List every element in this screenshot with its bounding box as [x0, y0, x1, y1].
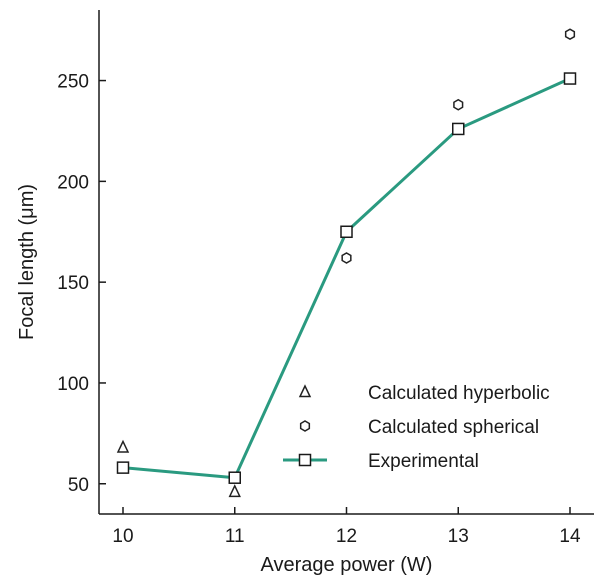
y-axis-title: Focal length (μm) — [16, 184, 38, 340]
x-tick-label: 13 — [448, 526, 469, 547]
y-tick-label: 250 — [57, 72, 89, 93]
data-point-triangle — [116, 439, 130, 453]
y-tick-label: 100 — [57, 374, 89, 395]
x-tick-label: 11 — [225, 526, 245, 547]
y-tick-label: 50 — [68, 475, 89, 496]
x-tick-label: 14 — [559, 526, 581, 547]
data-point-square — [340, 225, 353, 239]
legend-marker-square — [298, 453, 312, 467]
legend-item: Calculated hyperbolic — [298, 383, 550, 404]
x-tick-label: 10 — [112, 526, 133, 547]
legend-label: Calculated spherical — [368, 417, 539, 438]
legend-marker-triangle — [298, 384, 312, 398]
series-calculated-hyperbolic — [116, 439, 241, 498]
y-tick-label: 150 — [57, 273, 89, 294]
data-point-hexagon — [453, 98, 464, 111]
series-layer — [116, 28, 577, 498]
data-point-square — [452, 122, 465, 136]
data-point-hexagon — [341, 252, 352, 264]
data-point-square — [116, 461, 130, 474]
y-tick-label: 200 — [57, 172, 89, 193]
legend-label: Experimental — [368, 451, 479, 472]
legend-item: Calculated spherical — [299, 417, 539, 438]
series-experimental — [116, 72, 577, 484]
legend-marker-hexagon — [299, 420, 311, 432]
data-point-hexagon — [564, 28, 576, 41]
data-point-square — [563, 72, 577, 85]
data-point-square — [228, 471, 241, 484]
legend: Calculated hyperbolic Calculated spherica… — [283, 383, 550, 472]
series-calculated-spherical — [341, 28, 576, 264]
legend-item: Experimental — [283, 451, 479, 472]
data-point-triangle — [228, 484, 241, 498]
ticks: 10 11 12 13 14 50 100 150 200 250 — [57, 72, 581, 547]
x-tick-label: 12 — [336, 526, 357, 547]
x-axis-title: Average power (W) — [261, 554, 433, 576]
legend-label: Calculated hyperbolic — [368, 383, 550, 404]
